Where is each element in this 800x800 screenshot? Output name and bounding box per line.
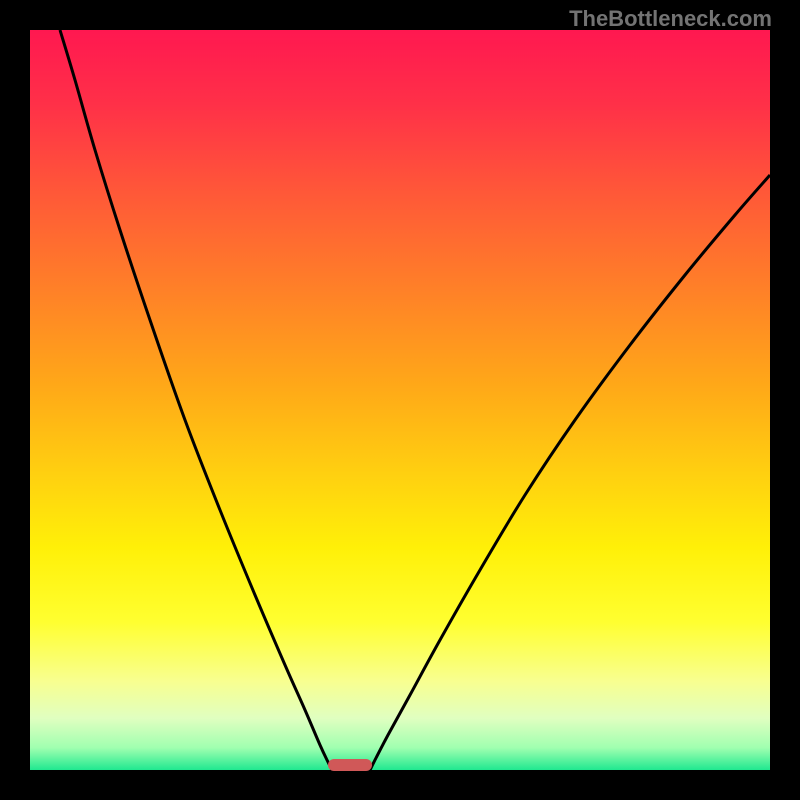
chart-container: TheBottleneck.com <box>0 0 800 800</box>
watermark: TheBottleneck.com <box>569 6 772 32</box>
plot-area <box>30 30 770 770</box>
valley-marker <box>328 759 372 771</box>
